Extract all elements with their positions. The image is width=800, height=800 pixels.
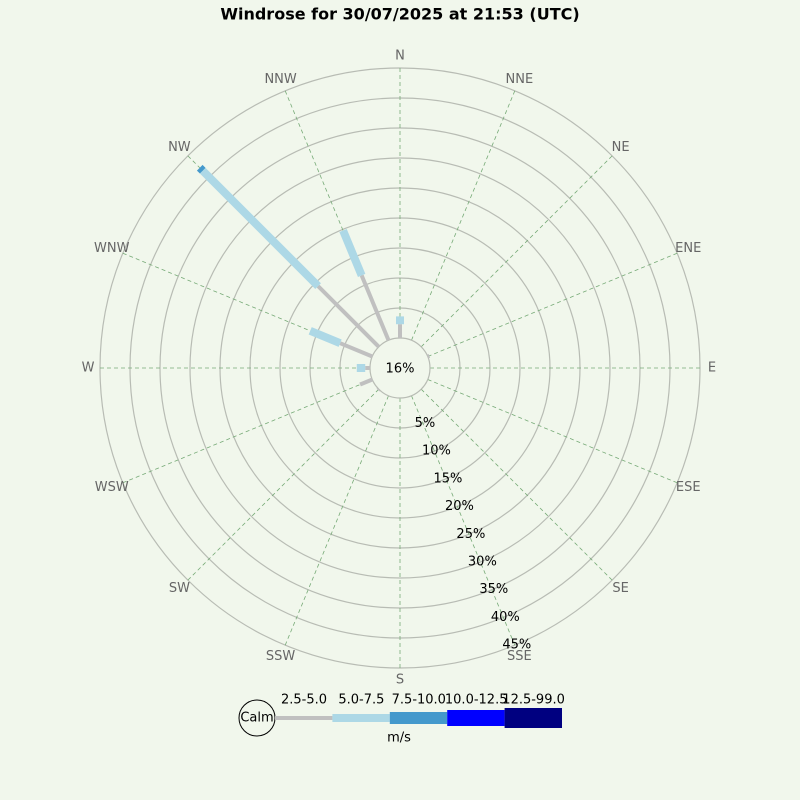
- spoke: [427, 379, 678, 484]
- legend-label: 5.0-7.5: [338, 693, 384, 708]
- ring: [189, 157, 611, 579]
- bar-segment: [316, 284, 381, 349]
- spoke: [420, 155, 613, 348]
- direction-label: E: [708, 361, 716, 376]
- direction-label: NNW: [264, 72, 296, 87]
- calm-value: 16%: [386, 362, 415, 377]
- bar-segment: [359, 274, 391, 342]
- legend-swatch: [275, 716, 333, 720]
- direction-label: SSE: [507, 649, 532, 664]
- legend-swatch: [389, 712, 448, 724]
- direction-label: SE: [612, 581, 628, 596]
- spoke: [284, 395, 389, 646]
- ring-label: 15%: [433, 471, 462, 486]
- legend-swatch: [504, 708, 562, 728]
- ring-label: 40%: [491, 610, 520, 625]
- legend-calm-label: Calm: [240, 711, 273, 726]
- legend-label: 10.0-12.5: [445, 693, 508, 708]
- bar-segment: [199, 167, 321, 289]
- ring-label: 35%: [479, 582, 508, 597]
- direction-label: NW: [168, 140, 191, 155]
- ring-label: 45%: [502, 638, 531, 653]
- bar-segment: [339, 341, 374, 359]
- ring-label: 10%: [422, 444, 451, 459]
- spoke: [411, 395, 516, 646]
- spoke: [122, 379, 373, 484]
- ring-label: 30%: [468, 555, 497, 570]
- direction-label: WNW: [94, 241, 130, 256]
- spoke: [187, 388, 380, 581]
- ring-label: 25%: [456, 527, 485, 542]
- chart-title: Windrose for 30/07/2025 at 21:53 (UTC): [220, 5, 579, 24]
- spoke: [411, 90, 516, 341]
- direction-label: S: [396, 673, 404, 688]
- bar-segment: [339, 228, 366, 277]
- legend-unit: m/s: [387, 731, 411, 746]
- direction-label: N: [395, 49, 405, 64]
- legend-label: 12.5-99.0: [502, 693, 565, 708]
- legend-label: 2.5-5.0: [281, 693, 327, 708]
- spoke: [420, 388, 613, 581]
- bar-segment: [426, 353, 431, 359]
- ring-label: 20%: [445, 499, 474, 514]
- bar-segment: [376, 387, 381, 392]
- direction-label: ENE: [675, 241, 701, 256]
- legend-swatch: [332, 714, 390, 722]
- direction-label: NNE: [506, 72, 534, 87]
- bar-segment: [359, 377, 374, 387]
- spoke: [427, 252, 678, 357]
- direction-label: W: [82, 361, 95, 376]
- direction-label: SW: [169, 581, 190, 596]
- ring-label: 5%: [415, 416, 436, 431]
- legend-swatch: [447, 710, 505, 726]
- direction-label: WSW: [95, 480, 129, 495]
- bar-segment: [196, 164, 206, 174]
- ring: [279, 247, 521, 489]
- direction-label: NE: [612, 140, 630, 155]
- direction-label: SSW: [266, 649, 296, 664]
- direction-label: ESE: [676, 480, 701, 495]
- legend-label: 7.5-10.0: [392, 693, 446, 708]
- bar-segment: [308, 327, 342, 347]
